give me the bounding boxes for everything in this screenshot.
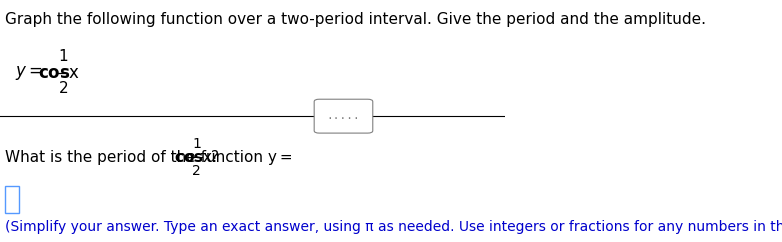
Text: What is the period of the function y =: What is the period of the function y = bbox=[5, 150, 296, 165]
Text: $y=$: $y=$ bbox=[15, 64, 43, 82]
Text: 1: 1 bbox=[59, 49, 68, 64]
Text: $\mathbf{cos}$: $\mathbf{cos}$ bbox=[174, 150, 204, 165]
Text: x: x bbox=[68, 64, 78, 82]
Text: $\mathbf{cos}$: $\mathbf{cos}$ bbox=[38, 64, 70, 82]
Text: 1: 1 bbox=[192, 137, 201, 151]
Text: 2: 2 bbox=[59, 81, 68, 96]
Text: .....: ..... bbox=[327, 111, 361, 121]
Text: (Simplify your answer. Type an exact answer, using π as needed. Use integers or : (Simplify your answer. Type an exact ans… bbox=[5, 220, 782, 234]
Text: Graph the following function over a two-period interval. Give the period and the: Graph the following function over a two-… bbox=[5, 12, 706, 27]
FancyBboxPatch shape bbox=[5, 186, 20, 213]
Text: x?: x? bbox=[203, 150, 220, 165]
FancyBboxPatch shape bbox=[314, 99, 373, 133]
Text: 2: 2 bbox=[192, 164, 201, 178]
